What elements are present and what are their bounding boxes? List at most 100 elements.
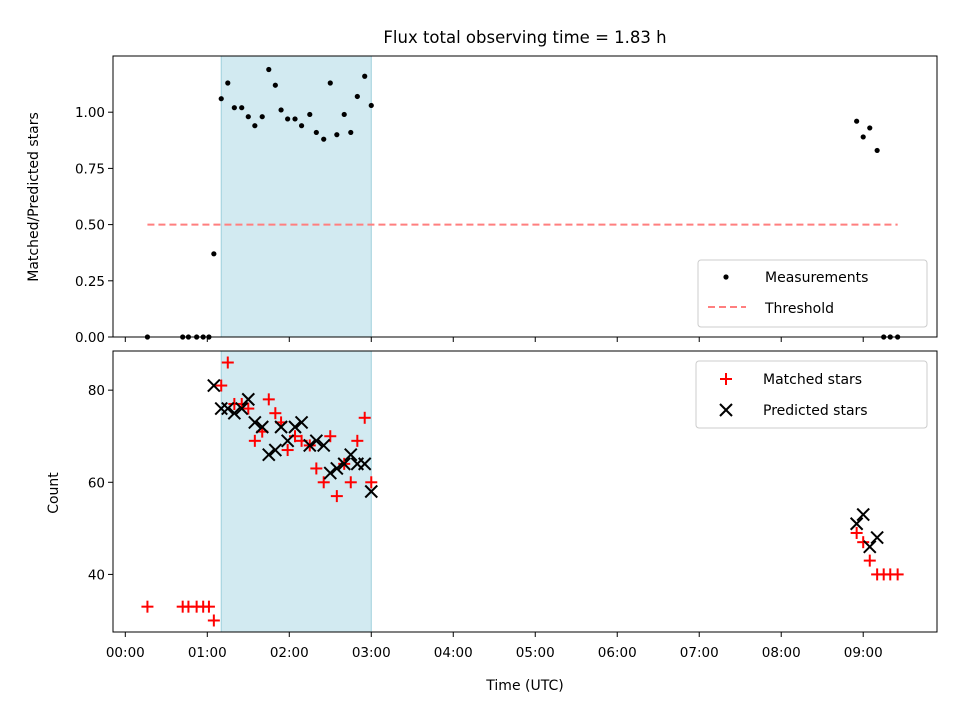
top-y-tick-label: 0.75 <box>75 161 105 177</box>
matched-stars-point <box>215 379 228 392</box>
predicted-stars-point <box>294 415 309 430</box>
predicted-stars-point <box>235 401 249 416</box>
matched-stars-point <box>141 600 154 613</box>
measurements-point <box>313 129 319 136</box>
predicted-stars-point <box>262 447 276 462</box>
predicted-stars-point <box>274 420 288 434</box>
predicted-stars-point <box>288 420 302 434</box>
predicted-stars-point <box>309 434 324 448</box>
top-y-axis-label: Matched/Predicted stars <box>26 112 42 282</box>
predicted-stars-point <box>364 484 378 499</box>
bottom-legend: Matched stars Predicted stars <box>695 360 928 429</box>
measurements-point <box>321 136 327 142</box>
predicted-stars-point-b <box>221 401 235 416</box>
top-marker-layer <box>144 66 901 340</box>
predicted-stars-point <box>323 466 337 480</box>
bottom-marker-layer <box>141 356 904 627</box>
x-tick-label: 02:00 <box>270 645 309 661</box>
bottom-axes-frame <box>112 350 938 633</box>
matched-stars-point <box>365 476 378 489</box>
measurements-point <box>259 114 265 120</box>
legend-matched-marker <box>720 373 732 385</box>
matched-stars-point <box>863 554 876 567</box>
predicted-stars-point <box>358 457 372 471</box>
bottom-panel: 40 60 80 00:00 01:00 02:00 03:00 04:00 05:00 06:0… <box>88 350 938 661</box>
predicted-stars-point <box>207 378 221 393</box>
x-axis-label: Time (UTC) <box>485 678 563 694</box>
bottom-y-axis-label: Count <box>46 472 62 514</box>
predicted-stars-point-b <box>309 434 324 448</box>
measurements-point <box>239 105 245 111</box>
predicted-stars-point <box>255 420 269 434</box>
predicted-stars-point-b <box>235 401 249 416</box>
legend-matched-label: Matched stars <box>763 372 862 388</box>
predicted-stars-point-b <box>214 401 228 416</box>
predicted-stars-point-b <box>274 420 288 434</box>
measurements-point <box>245 114 251 120</box>
matched-stars-point <box>281 444 294 457</box>
predicted-stars-point <box>221 401 235 416</box>
matched-stars-point <box>330 490 343 503</box>
top-panel: 0.00 0.25 0.50 0.75 1.00 <box>75 55 938 346</box>
x-tick-label: 00:00 <box>106 645 145 661</box>
predicted-stars-point-b <box>323 466 337 480</box>
measurements-point <box>266 66 272 73</box>
matched-stars-point <box>351 434 364 447</box>
top-axes-frame <box>112 55 938 338</box>
legend-measurements-label: Measurements <box>765 270 868 286</box>
measurements-point <box>867 125 873 131</box>
predicted-stars-point-b <box>344 447 358 462</box>
bottom-y-tick-label: 80 <box>88 383 105 399</box>
matched-stars-point <box>221 356 234 369</box>
x-tick-label: 08:00 <box>762 645 801 661</box>
legend-threshold-label: Threshold <box>764 301 834 317</box>
matched-stars-point <box>358 411 371 424</box>
top-y-tick-label: 0.50 <box>75 218 105 234</box>
bottom-y-tick-label: 40 <box>88 567 105 583</box>
measurements-point <box>341 111 347 118</box>
predicted-stars-point <box>330 461 344 476</box>
measurements-point <box>211 251 217 257</box>
legend-predicted-marker <box>719 403 733 417</box>
predicted-stars-point <box>856 507 870 522</box>
x-tick-label: 03:00 <box>352 645 391 661</box>
predicted-stars-point-b <box>294 415 309 430</box>
predicted-stars-point-b <box>863 540 877 554</box>
matched-stars-point <box>857 536 870 549</box>
measurements-point <box>252 123 258 129</box>
bottom-y-tick-label: 60 <box>88 475 105 491</box>
matched-stars-point <box>850 526 863 539</box>
predicted-stars-point-b <box>255 420 269 434</box>
measurements-point <box>860 134 866 140</box>
x-tick-label: 09:00 <box>844 645 883 661</box>
matched-stars-point <box>269 407 282 420</box>
top-legend: Measurements Threshold <box>697 259 928 328</box>
matched-stars-point <box>891 568 904 581</box>
predicted-stars-point-b <box>337 457 351 471</box>
matched-stars-point <box>262 393 275 406</box>
x-tick-label: 04:00 <box>434 645 473 661</box>
matched-stars-point <box>242 402 255 415</box>
predicted-stars-point <box>214 401 228 416</box>
predicted-stars-point-b <box>241 392 255 407</box>
predicted-stars-point <box>317 438 331 453</box>
measurements-point <box>348 129 354 136</box>
predicted-stars-point <box>227 406 242 420</box>
predicted-stars-point-b <box>303 438 317 453</box>
measurements-point <box>362 73 368 79</box>
predicted-stars-point <box>248 415 262 430</box>
predicted-stars-point-b <box>280 434 295 448</box>
legend-measurements-marker <box>723 274 729 280</box>
matched-stars-point <box>310 462 323 475</box>
matched-stars-point <box>202 600 215 613</box>
measurements-point <box>231 105 237 111</box>
predicted-stars-point <box>241 392 255 407</box>
measurements-point <box>218 96 224 102</box>
measurements-point <box>327 80 333 86</box>
top-legend-frame <box>697 259 928 328</box>
measurements-point <box>874 147 880 154</box>
predicted-stars-point <box>344 447 358 462</box>
matched-stars-point <box>248 434 261 447</box>
predicted-stars-point-b <box>227 406 242 420</box>
top-observing-span <box>220 55 372 338</box>
